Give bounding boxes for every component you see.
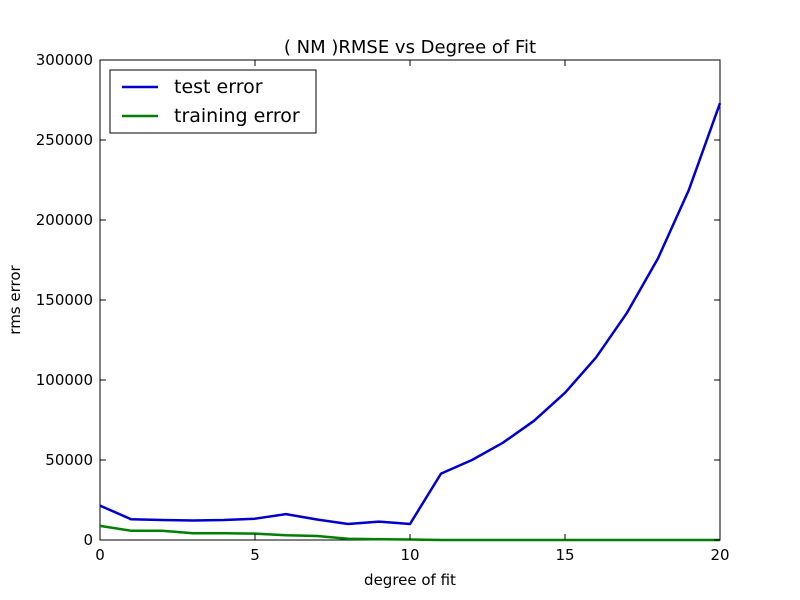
y-tick-label: 150000	[36, 291, 93, 309]
y-tick-label: 50000	[45, 451, 93, 469]
legend-box	[109, 69, 317, 134]
y-axis-label: rms error	[6, 264, 24, 334]
y-tick-label: 200000	[36, 211, 93, 229]
legend-label-test-error: test error	[174, 76, 263, 98]
plot-area	[99, 59, 721, 541]
x-tick-label: 15	[555, 546, 574, 564]
x-tick-label: 20	[710, 546, 729, 564]
y-tick-label: 0	[83, 531, 93, 549]
x-axis-label: degree of fit	[364, 571, 456, 589]
axis-ticks: 0 5 10 15 20 0 50000 100000 150000 200000 250000 30…	[36, 51, 730, 564]
legend: test error training error	[109, 69, 317, 134]
y-tick-label: 300000	[36, 51, 93, 69]
y-tick-label: 250000	[36, 131, 93, 149]
legend-label-training-error: training error	[174, 105, 300, 127]
y-tick-label: 100000	[36, 371, 93, 389]
chart-title: ( NM )RMSE vs Degree of Fit	[284, 37, 536, 58]
x-tick-label: 5	[250, 546, 260, 564]
series-line-test-error	[99, 102, 722, 526]
x-tick-label: 10	[400, 546, 419, 564]
x-tick-label: 0	[95, 546, 105, 564]
